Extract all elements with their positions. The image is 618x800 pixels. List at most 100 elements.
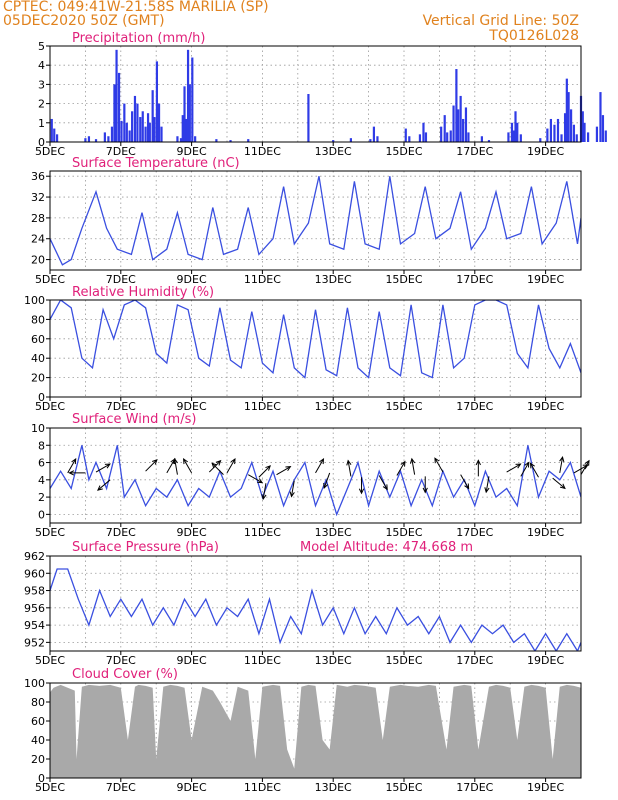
y-tick-label: 80 [31,696,45,709]
wind-arrow-head [358,488,365,495]
wind-arrow-shaft [262,483,267,500]
panel-frame [49,299,582,398]
wind-arrow-shaft [460,474,470,489]
precip-bar [510,122,514,142]
x-tick-label: 19DEC [527,145,564,158]
precip-bar [94,139,98,142]
y-tick-label: 40 [31,352,45,365]
humidity-panel: 0 20 40 60 80 100 5DEC 7DEC 9DEC 11DEC 13DEC 15DEC 1… [24,294,582,413]
wind-arrow-shaft [247,474,263,484]
precip-bar [440,126,443,142]
series-line [50,568,581,651]
y-tick-label: 100 [24,294,45,307]
precip-bar [160,126,163,142]
x-tick-label: 15DEC [385,526,422,539]
y-tick-label: 60 [31,333,45,346]
x-tick-label: 11DEC [244,526,281,539]
precip-bar [50,118,53,142]
precip-bar [464,107,468,142]
wind-arrow-head [524,461,530,468]
precip-bar [601,115,605,142]
y-tick-label: 80 [31,313,45,326]
precip-bar [153,117,156,142]
wind-arrow-head [400,460,406,467]
precip-bar [332,140,335,142]
pressure-title: Surface Pressure (hPa) [72,540,219,555]
wind-arrow-head [515,463,522,469]
x-tick-label: 9DEC [177,781,207,794]
precip-bar [133,95,137,142]
x-tick-label: 13DEC [315,273,352,286]
x-tick-label: 5DEC [35,526,65,539]
precip-bar [446,132,449,142]
wind-arrow-shaft [378,475,388,490]
panel-frame [49,45,582,143]
precip-bar [480,136,483,142]
y-tick-label: 960 [24,567,45,580]
datetime-label: 05DEC2020 50Z (GMT) [3,13,165,29]
precip-bar [146,113,150,142]
precip-bar [194,136,197,142]
precip-bar [604,130,607,142]
wind-arrow-shaft [347,460,352,477]
precip-bar [595,126,599,142]
x-tick-label: 17DEC [456,654,493,667]
precipitation-panel: 0 1 2 3 4 5 5DEC 7DEC 9DEC 11DEC 13DEC 15DEC 17DEC 19… [35,40,607,158]
wind-arrow-shaft [506,463,521,473]
panel-frame [49,170,582,271]
precip-bar [84,138,87,142]
precip-bar [191,57,194,142]
wind-arrow-shaft [276,466,291,476]
y-tick-label: 20 [31,753,45,766]
precip-bar [556,118,560,142]
wind-arrow-head [584,459,590,466]
wind-arrow-head [265,465,271,471]
wind-arrow-head [183,458,189,465]
precip-bar [107,136,110,142]
run-code-label: TQ0126L028 [488,28,579,44]
precip-bar [507,132,510,142]
wind-arrow-shaft [552,477,566,489]
precip-bar [572,124,576,142]
precip-bar [103,132,106,142]
x-tick-label: 7DEC [106,400,136,413]
wind-arrow-shaft [145,459,158,472]
x-tick-label: 11DEC [244,273,281,286]
precip-bar [459,95,462,142]
y-tick-label: 24 [31,233,45,246]
x-tick-label: 5DEC [35,781,65,794]
x-tick-label: 7DEC [106,781,136,794]
wind-arrow-head [529,462,535,469]
wind-arrow-shaft [411,458,416,475]
precip-bar [215,139,218,142]
y-tick-label: 2 [38,491,45,504]
precip-bar [349,138,352,142]
y-tick-label: 962 [24,550,45,563]
x-tick-label: 7DEC [106,145,136,158]
y-tick-label: 28 [31,212,45,225]
x-tick-label: 7DEC [106,273,136,286]
grid-note-label: Vertical Grid Line: 50Z [423,13,579,29]
wind-arrow-shaft [97,479,111,491]
y-tick-label: 956 [24,602,45,615]
wind-arrow-head [285,466,292,472]
wind-arrow-head [261,494,267,501]
precip-bar [131,111,134,142]
precip-bar [404,128,407,142]
precip-bar [487,140,491,142]
model-altitude-label: Model Altitude: 474.668 m [300,540,473,555]
precip-bar [519,134,522,142]
temperature-panel: 20 24 28 32 36 5DEC 7DEC 9DEC 11DEC 13DEC 15DEC 17D… [31,170,582,286]
precip-bar [376,136,379,142]
wind-arrow-head [172,457,178,464]
y-tick-label: 954 [24,619,45,632]
precip-bar [467,132,470,142]
wind-arrow-shaft [520,462,530,477]
y-tick-label: 0 [38,772,45,785]
precip-bar [443,115,446,142]
cloud-cover-panel: 0 20 40 60 80 100 5DEC 7DEC 9DEC 11DEC 13DEC 15DEC 1… [24,677,582,794]
x-tick-label: 9DEC [177,526,207,539]
series-line [50,176,581,266]
wind-title: Surface Wind (m/s) [72,412,196,427]
precip-bar [539,138,542,142]
